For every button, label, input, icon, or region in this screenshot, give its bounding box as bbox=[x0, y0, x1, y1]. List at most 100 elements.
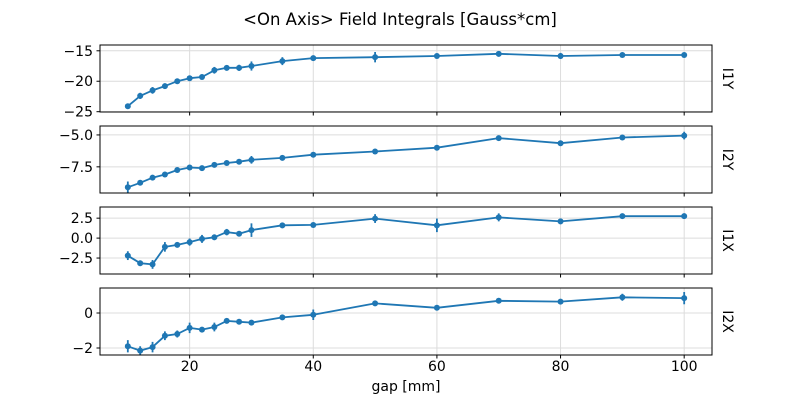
spine-box bbox=[99, 206, 713, 275]
data-point bbox=[186, 324, 193, 331]
data-point bbox=[161, 171, 168, 178]
x-tick-label: 40 bbox=[304, 359, 322, 375]
data-point bbox=[223, 64, 230, 71]
data-point bbox=[161, 243, 168, 250]
data-point bbox=[199, 165, 205, 172]
data-point bbox=[681, 52, 688, 59]
data-point bbox=[372, 215, 379, 222]
x-tick-label: 20 bbox=[181, 359, 199, 375]
data-point bbox=[186, 239, 193, 246]
data-point bbox=[372, 300, 379, 307]
y-tick-label: −25 bbox=[63, 105, 93, 121]
data-point bbox=[557, 52, 564, 59]
data-point bbox=[433, 304, 440, 311]
data-point bbox=[619, 52, 626, 59]
x-tick-label: 80 bbox=[552, 359, 570, 375]
data-point bbox=[161, 83, 168, 90]
data-point bbox=[433, 144, 440, 151]
data-point bbox=[199, 326, 205, 333]
data-point bbox=[619, 294, 626, 301]
subplot-I2Y: −5.0 −7.5 I2Y bbox=[59, 125, 735, 197]
data-point bbox=[248, 63, 255, 70]
data-point bbox=[557, 298, 564, 305]
y-tick-label: 0 bbox=[84, 306, 93, 322]
data-point bbox=[279, 58, 286, 65]
data-point bbox=[186, 75, 193, 82]
right-axis-label-I2Y: I2Y bbox=[719, 149, 735, 171]
x-tick-label: 100 bbox=[671, 359, 698, 375]
data-point bbox=[211, 324, 218, 331]
spine-box bbox=[99, 44, 713, 113]
data-point bbox=[248, 319, 255, 326]
data-point bbox=[681, 295, 688, 302]
data-point bbox=[124, 184, 131, 191]
data-point bbox=[174, 241, 181, 248]
chart-title: <On Axis> Field Integrals [Gauss*cm] bbox=[243, 10, 557, 29]
y-tick-label: 0.0 bbox=[71, 231, 93, 247]
data-point bbox=[199, 73, 205, 80]
y-tick-label: −20 bbox=[63, 74, 93, 90]
data-point bbox=[310, 311, 317, 318]
data-point bbox=[124, 343, 131, 350]
x-tick-label: 60 bbox=[428, 359, 446, 375]
right-axis-label-I1X: I1X bbox=[719, 229, 735, 252]
data-point bbox=[310, 151, 317, 158]
data-point bbox=[372, 148, 379, 155]
series-line bbox=[126, 215, 686, 266]
data-point bbox=[433, 52, 440, 59]
spine-box bbox=[99, 287, 713, 356]
data-point bbox=[149, 261, 156, 268]
y-tick-label: −2 bbox=[72, 341, 93, 357]
data-point bbox=[223, 229, 230, 236]
x-axis-label: gap [mm] bbox=[371, 379, 441, 395]
subplot-I2X: 0 −2 I2X bbox=[72, 287, 735, 359]
data-point bbox=[124, 103, 131, 110]
data-point bbox=[495, 135, 502, 142]
data-point bbox=[310, 55, 317, 62]
data-point bbox=[186, 164, 193, 171]
data-point bbox=[174, 167, 181, 174]
series-line bbox=[126, 134, 686, 189]
data-point bbox=[248, 227, 255, 234]
data-point bbox=[149, 87, 156, 94]
data-point bbox=[137, 92, 144, 99]
data-point bbox=[211, 234, 218, 241]
y-tick-label: −2.5 bbox=[59, 251, 93, 267]
y-tick-label: −15 bbox=[63, 44, 93, 60]
data-point bbox=[137, 347, 144, 354]
data-point bbox=[310, 221, 317, 228]
data-point bbox=[137, 260, 144, 267]
data-point bbox=[211, 67, 218, 74]
data-point bbox=[174, 331, 181, 338]
data-point bbox=[124, 252, 131, 259]
data-point bbox=[619, 213, 626, 220]
subplot-I1X: 2.5 0.0 −2.5 I1X bbox=[59, 206, 735, 278]
data-point bbox=[681, 213, 688, 220]
data-point bbox=[279, 154, 286, 161]
data-point bbox=[174, 78, 181, 85]
data-point bbox=[557, 140, 564, 147]
data-point bbox=[495, 50, 502, 57]
series-line bbox=[126, 296, 686, 352]
data-point bbox=[211, 161, 218, 168]
spine-box bbox=[99, 125, 713, 194]
series-line bbox=[126, 52, 686, 108]
data-point bbox=[495, 214, 502, 221]
data-point bbox=[557, 218, 564, 225]
data-point bbox=[199, 235, 205, 242]
right-axis-label-I2X: I2X bbox=[719, 310, 735, 333]
data-point bbox=[236, 230, 243, 237]
data-point bbox=[149, 344, 156, 351]
subplot-I1Y: −15 −20 −25 I1Y bbox=[63, 44, 735, 121]
data-point bbox=[137, 179, 144, 186]
data-point bbox=[619, 134, 626, 141]
right-axis-label-I1Y: I1Y bbox=[719, 68, 735, 90]
data-point bbox=[223, 160, 230, 167]
data-point bbox=[236, 64, 243, 71]
y-tick-label: 2.5 bbox=[71, 211, 93, 227]
data-point bbox=[495, 297, 502, 304]
data-point bbox=[372, 54, 379, 61]
data-point bbox=[236, 158, 243, 165]
y-tick-label: −5.0 bbox=[59, 128, 93, 144]
y-tick-label: −7.5 bbox=[59, 160, 93, 176]
